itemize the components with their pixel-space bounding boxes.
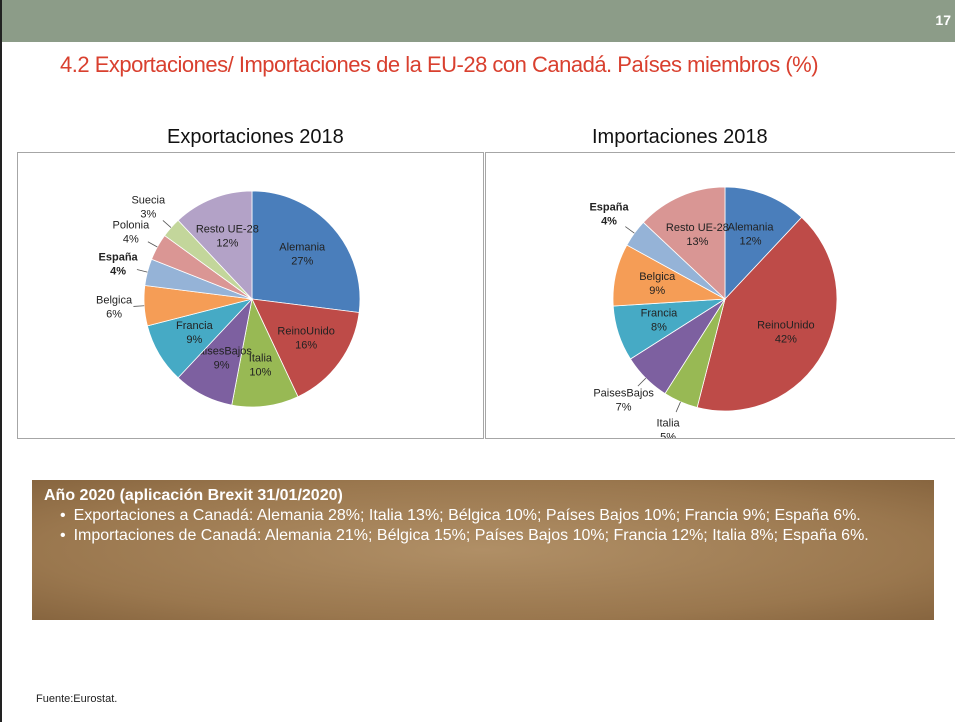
- source: Fuente:Eurostat.: [36, 693, 118, 705]
- pie-chart: Alemania 12% ReinoUnido 42% Italia 5% PaisesBa…: [485, 152, 955, 439]
- slice-label: PaisesBajos: [191, 346, 252, 358]
- slice-label: Belgica: [96, 295, 133, 307]
- slice-value-label: 3%: [140, 208, 156, 220]
- note-box: Año 2020 (aplicación Brexit 31/01/2020) …: [32, 480, 934, 620]
- slice-value-label: 12%: [216, 238, 238, 250]
- leader-line: [675, 401, 681, 413]
- slice-value-label: 9%: [214, 360, 230, 372]
- chart-title: Importaciones 2018: [592, 126, 768, 148]
- slice-label: Alemania: [728, 221, 775, 233]
- note-bullet: Importaciones de Canadá: Alemania 21%; B…: [60, 526, 922, 546]
- slice-value-label: 6%: [106, 309, 122, 321]
- leader-line: [625, 226, 635, 234]
- chart-title: Exportaciones 2018: [167, 126, 344, 148]
- note-title: Año 2020 (aplicación Brexit 31/01/2020): [44, 487, 343, 504]
- slice-value-label: 4%: [601, 216, 617, 228]
- slice-value-label: 8%: [651, 321, 667, 333]
- pie-slice: [724, 186, 803, 301]
- leader-line: [162, 220, 172, 228]
- heading: 4.2 Exportaciones/ Importaciones de la E…: [60, 52, 819, 77]
- note-list: Exportaciones a Canadá: Alemania 28%; It…: [44, 506, 922, 546]
- slice-value-label: 4%: [123, 233, 139, 245]
- slice-value-label: 9%: [186, 334, 202, 346]
- slice-label: ReinoUnido: [277, 325, 334, 337]
- slide-number: 17: [935, 12, 951, 28]
- pie-slice: [251, 298, 360, 398]
- slice-label: Francia: [176, 320, 214, 332]
- slice-label: Polonia: [113, 219, 151, 231]
- slice-label: Francia: [641, 307, 679, 319]
- slice-label: ReinoUnido: [757, 319, 814, 331]
- slice-value-label: 42%: [775, 333, 797, 345]
- top-band: [2, 0, 955, 42]
- slice-label: PaisesBajos: [593, 387, 654, 399]
- pie-slice: [696, 216, 838, 412]
- slice-label: Alemania: [279, 242, 326, 254]
- slice-label: España: [99, 252, 139, 264]
- leader-line: [133, 305, 145, 307]
- slice-label: Suecia: [131, 194, 166, 206]
- slice-value-label: 10%: [249, 366, 271, 378]
- pie-slice: [177, 190, 253, 301]
- leader-line: [637, 377, 647, 387]
- slice-value-label: 7%: [616, 401, 632, 413]
- pie-slice: [251, 190, 361, 313]
- leader-line: [147, 241, 158, 248]
- pie-chart: Alemania 27% ReinoUnido 16% Italia 10% PaisesB…: [17, 152, 484, 439]
- pie-slice: [642, 186, 726, 300]
- slice-value-label: 13%: [686, 236, 708, 248]
- leader-line: [136, 269, 148, 273]
- slice-value-label: 5%: [660, 431, 676, 439]
- slice-label: España: [589, 202, 629, 214]
- slice-label: Resto UE-28: [666, 222, 729, 234]
- slice-label: Resto UE-28: [196, 224, 259, 236]
- slice-value-label: 9%: [649, 285, 665, 297]
- slice-value-label: 16%: [295, 339, 317, 351]
- slice-value-label: 27%: [291, 256, 313, 268]
- slice-value-label: 12%: [740, 235, 762, 247]
- note-bullet: Exportaciones a Canadá: Alemania 28%; It…: [60, 506, 922, 526]
- slice-label: Belgica: [639, 271, 676, 283]
- slice-label: Italia: [656, 417, 680, 429]
- slice-label: Italia: [249, 352, 273, 364]
- slice-value-label: 4%: [110, 266, 126, 278]
